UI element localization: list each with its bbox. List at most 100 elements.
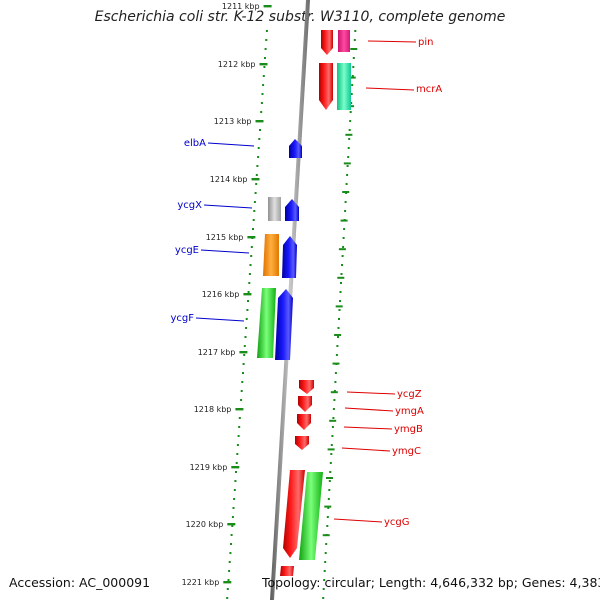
kbp-label: 1213 kbp xyxy=(214,117,252,126)
track-dot xyxy=(265,39,268,41)
track-dot xyxy=(240,390,243,392)
track-dot xyxy=(333,399,336,401)
track-dot xyxy=(352,57,355,59)
track-dot xyxy=(260,102,263,104)
track-dot xyxy=(350,93,353,95)
track-dot xyxy=(242,363,245,365)
track-dot xyxy=(346,174,349,176)
kbp-tick xyxy=(243,293,252,296)
right-gene-labels: pin mcrA ycgZ ymgA ymgB ymgC ycgG xyxy=(333,37,442,528)
track-dot xyxy=(323,570,326,572)
track-dot xyxy=(262,84,265,86)
track-tick xyxy=(322,534,330,537)
gene-label-ycgE[interactable]: ycgE xyxy=(175,245,199,256)
gene-ycgG[interactable] xyxy=(283,470,323,560)
kbp-label: 1216 kbp xyxy=(202,290,240,299)
kbp-tick xyxy=(231,466,240,469)
kbp-label: 1218 kbp xyxy=(194,405,232,414)
track-dot xyxy=(325,543,328,545)
track-tick xyxy=(340,219,348,222)
track-dot xyxy=(322,588,325,590)
track-dot xyxy=(323,579,326,581)
track-dot xyxy=(350,102,353,104)
track-tick xyxy=(345,133,353,136)
track-tick xyxy=(342,191,350,193)
track-dot xyxy=(340,282,342,284)
track-dot xyxy=(262,75,265,77)
track-dot xyxy=(246,309,249,311)
track-dot xyxy=(255,183,258,185)
track-dot xyxy=(327,498,330,500)
track-dot xyxy=(259,129,261,131)
kbp-label: 1217 kbp xyxy=(198,348,236,357)
track-dot xyxy=(233,498,236,500)
track-dot xyxy=(247,291,250,293)
track-dot xyxy=(241,381,244,383)
track-dot xyxy=(339,291,342,293)
track-dot xyxy=(328,480,331,482)
gene-ymgB[interactable] xyxy=(297,414,311,430)
track-dot xyxy=(242,372,244,374)
track-dot xyxy=(254,192,257,194)
gene-ycgZ[interactable] xyxy=(299,380,314,394)
track-tick xyxy=(335,305,343,308)
track-dot xyxy=(338,318,340,320)
gene-label-pin[interactable]: pin xyxy=(418,37,433,48)
gene-mcrA[interactable] xyxy=(319,63,351,110)
gene-ymgA[interactable] xyxy=(298,396,312,412)
track-dot xyxy=(235,471,237,473)
gene-ycgF[interactable] xyxy=(257,288,293,360)
gene-label-ycgX[interactable]: ycgX xyxy=(177,200,202,211)
track-dot xyxy=(330,453,333,455)
track-dot xyxy=(237,435,240,437)
track-dot xyxy=(324,561,327,563)
map-title: Escherichia coli str. K-12 substr. W3110… xyxy=(94,9,506,25)
kbp-label: 1211 kbp xyxy=(222,2,260,11)
gene-pin[interactable] xyxy=(321,30,350,55)
gene-label-ymgC[interactable]: ymgC xyxy=(392,446,421,457)
gene-elbA[interactable] xyxy=(289,139,302,158)
gene-label-elbA[interactable]: elbA xyxy=(184,138,206,149)
track-tick xyxy=(327,448,335,451)
gene-ycgX[interactable] xyxy=(268,197,299,221)
gene-label-mcrA[interactable]: mcrA xyxy=(416,84,442,95)
track-dot xyxy=(331,435,334,437)
track-dot xyxy=(348,129,351,131)
track-dot xyxy=(245,318,248,320)
track-dot xyxy=(250,255,253,257)
track-dot xyxy=(264,48,267,50)
track-dot xyxy=(335,354,338,356)
track-dot xyxy=(330,444,333,446)
gene-stub-bottom[interactable] xyxy=(280,566,294,576)
track-dot xyxy=(344,210,347,212)
track-dot xyxy=(244,336,247,338)
track-dot xyxy=(233,489,236,491)
track-dot xyxy=(260,111,263,113)
track-dot xyxy=(245,327,248,329)
track-dot xyxy=(232,507,235,509)
track-dot xyxy=(337,327,340,329)
gene-label-ymgA[interactable]: ymgA xyxy=(395,406,424,417)
track-tick xyxy=(329,419,337,422)
track-dot xyxy=(324,552,327,554)
gene-label-ymgB[interactable]: ymgB xyxy=(394,424,423,435)
gene-label-ycgZ[interactable]: ycgZ xyxy=(397,389,422,400)
track-tick xyxy=(350,48,358,50)
track-dot xyxy=(336,345,339,347)
track-dot xyxy=(353,39,356,41)
track-dot xyxy=(349,111,352,113)
track-dot xyxy=(235,462,238,464)
track-dot xyxy=(347,156,350,158)
track-dot xyxy=(345,183,348,185)
gene-ycgE[interactable] xyxy=(263,234,297,278)
gene-ymgC[interactable] xyxy=(295,436,309,450)
track-dot xyxy=(338,309,341,311)
track-dot xyxy=(332,417,335,419)
track-tick xyxy=(324,505,332,508)
track-dot xyxy=(342,237,345,239)
track-dot xyxy=(347,147,350,149)
track-dot xyxy=(236,444,239,446)
gene-label-ycgF[interactable]: ycgF xyxy=(170,313,194,324)
gene-label-ycgG[interactable]: ycgG xyxy=(384,517,410,528)
